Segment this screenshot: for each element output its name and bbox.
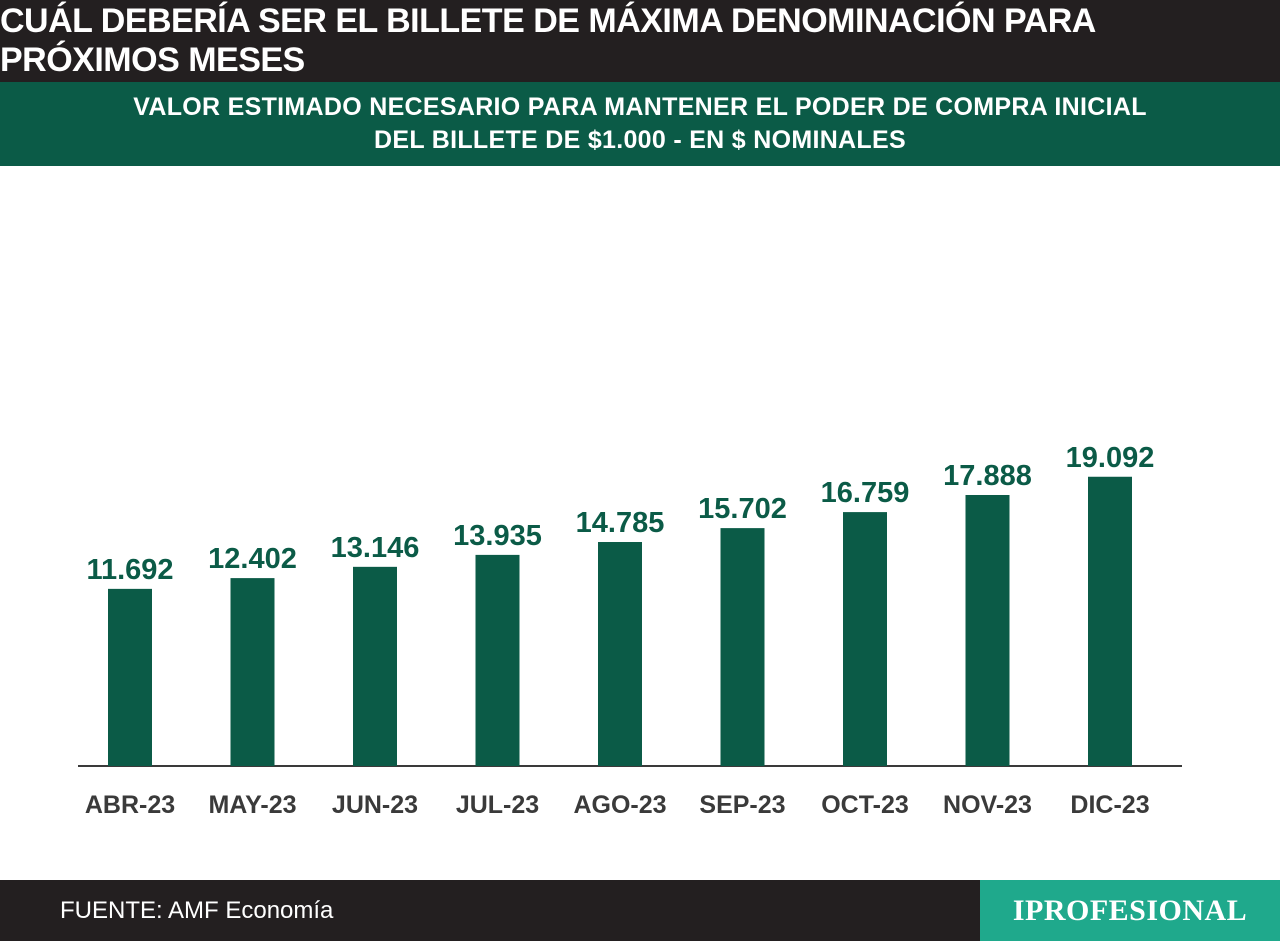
bar-abr-23: [108, 588, 152, 766]
bar-jul-23: [475, 554, 520, 766]
data-label-oct-23: 16.759: [821, 477, 910, 509]
x-tick-label-jun-23: JUN-23: [332, 791, 418, 819]
data-label-jun-23: 13.146: [331, 532, 420, 564]
x-tick-label-may-23: MAY-23: [208, 791, 296, 819]
bar-sep-23: [720, 528, 765, 766]
data-label-abr-23: 11.692: [86, 554, 173, 586]
bar-nov-23: [965, 494, 1010, 766]
x-tick-label-oct-23: OCT-23: [821, 791, 909, 819]
chart-subtitle-line-1: VALOR ESTIMADO NECESARIO PARA MANTENER E…: [133, 93, 1147, 121]
bar-ago-23: [598, 542, 642, 766]
x-tick-label-abr-23: ABR-23: [85, 791, 175, 819]
brand-logo-text: IPROFESIONAL: [1012, 893, 1248, 927]
bar-oct-23: [843, 512, 887, 766]
x-tick-label-ago-23: AGO-23: [573, 791, 666, 819]
data-label-nov-23: 17.888: [943, 460, 1032, 492]
data-label-dic-23: 19.092: [1066, 442, 1155, 474]
source-note: FUENTE: AMF Economía: [60, 897, 334, 924]
chart-title-bar: CUÁL DEBERÍA SER EL BILLETE DE MÁXIMA DE…: [0, 0, 1280, 82]
bar-chart: 11.692 ABR-23 12.402 MAY-23 13.146 JUN-23 13.9…: [78, 442, 1182, 819]
data-label-may-23: 12.402: [208, 543, 297, 575]
footer-bar: FUENTE: AMF Economía IPROFESIONAL: [0, 880, 1280, 941]
data-label-sep-23: 15.702: [698, 493, 787, 525]
chart-subtitle-bar: VALOR ESTIMADO NECESARIO PARA MANTENER E…: [0, 82, 1280, 166]
data-label-jul-23: 13.935: [453, 520, 542, 552]
chart-subtitle-line-2: DEL BILLETE DE $1.000 - EN $ NOMINALES: [374, 126, 906, 154]
bar-dic-23: [1088, 476, 1132, 766]
chart-title: CUÁL DEBERÍA SER EL BILLETE DE MÁXIMA DE…: [0, 2, 1095, 79]
data-label-ago-23: 14.785: [576, 507, 665, 539]
bar-jun-23: [353, 566, 397, 766]
bar-may-23: [230, 578, 275, 766]
x-tick-label-nov-23: NOV-23: [943, 791, 1032, 819]
x-tick-label-sep-23: SEP-23: [699, 791, 785, 819]
brand-logo: IPROFESIONAL: [980, 880, 1280, 941]
x-tick-label-dic-23: DIC-23: [1070, 791, 1149, 819]
x-tick-label-jul-23: JUL-23: [456, 791, 539, 819]
